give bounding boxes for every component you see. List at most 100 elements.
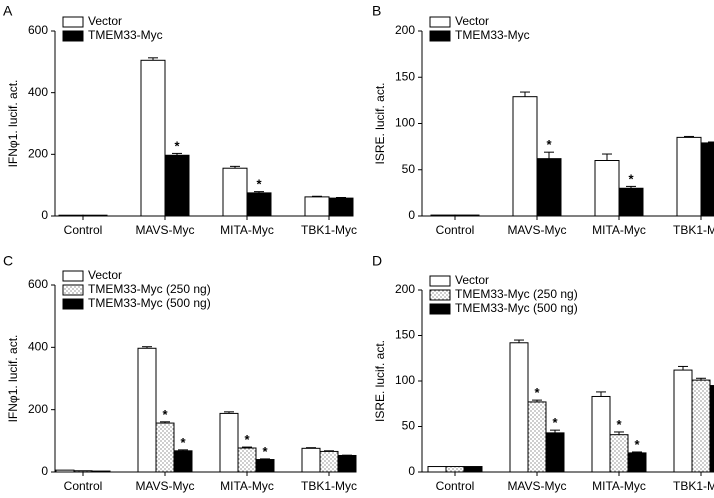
x-tick-label: MITA-Myc [592,479,646,493]
bar-white [222,167,248,217]
y-tick-label: 0 [408,208,415,222]
significance-star: * [174,138,180,153]
legend-label: TMEM33-Myc (250 ng) [88,282,211,296]
y-tick-label: 150 [395,69,415,83]
legend-label: Vector [455,273,489,287]
chart-panel-d: D 0 50 100 150 200 ISRE. lucif. act. Control MAV… [372,253,714,493]
bar-black [463,466,483,473]
legend-swatch [429,16,451,28]
bar-white [673,369,693,473]
panel-letter: B [372,3,381,19]
bar-black [246,192,272,217]
chart-panel-a: A 0 200 400 600 IFNφ1. lucif. act. Control MAVS… [3,3,357,237]
significance-star: * [628,171,634,186]
legend-label: TMEM33-Myc (500 ng) [455,301,578,315]
y-tick-label: 400 [28,340,48,354]
bar-dotted [527,401,547,473]
x-tick-label: TBK1-Myc [301,479,357,493]
y-tick-label: 600 [28,23,48,37]
bar-black [545,432,565,473]
y-tick-label: 50 [402,162,416,176]
y-tick-label: 600 [28,277,48,291]
x-tick-label: TBK1-Myc [673,479,714,493]
legend-label: Vector [455,14,489,28]
y-tick-label: 0 [408,464,415,478]
significance-star: * [256,177,262,192]
bar-white [219,412,239,473]
bar-black [91,470,111,473]
legend-swatch [429,30,451,42]
y-axis-title: ISRE. lucif. act. [373,82,387,164]
bar-black [536,158,562,217]
bar-dotted [691,379,711,473]
x-tick-label: Control [436,223,475,237]
significance-star: * [162,407,168,422]
panel-letter: C [3,253,13,269]
x-tick-label: MAVS-Myc [507,479,566,493]
bar-dotted [237,447,257,473]
bar-dotted [319,450,339,473]
significance-star: * [634,437,640,452]
bar-black [337,454,357,473]
significance-star: * [244,432,250,447]
panel-letter: A [3,3,13,19]
x-tick-label: MITA-Myc [592,223,646,237]
significance-star: * [546,137,552,152]
y-axis-title: IFNφ1. lucif. act. [6,80,20,168]
bar-dotted [445,466,465,473]
bar-white [594,160,620,217]
bar-black [700,142,714,217]
x-tick-label: MAVS-Myc [135,223,194,237]
y-tick-label: 50 [402,419,416,433]
legend-swatch [62,270,84,282]
bar-black [173,450,193,473]
bar-dotted [73,470,93,473]
significance-star: * [180,435,186,450]
bar-dotted [155,422,175,473]
x-tick-label: TBK1-Myc [301,223,357,237]
legend-label: TMEM33-Myc [88,28,163,42]
x-tick-label: MAVS-Myc [507,223,566,237]
bar-black [709,385,714,473]
bar-white [676,136,702,217]
significance-star: * [262,444,268,459]
y-tick-label: 200 [28,147,48,161]
bar-black [618,187,644,217]
legend-label: TMEM33-Myc [455,28,530,42]
x-tick-label: Control [64,223,103,237]
bar-white [512,96,538,217]
y-tick-label: 100 [395,373,415,387]
bar-black [255,459,275,473]
legend-swatch [429,289,451,301]
significance-star: * [552,415,558,430]
chart-panel-c: C 0 200 400 600 IFNφ1. lucif. act. Control MAVS… [3,253,357,493]
bar-white [137,347,157,473]
x-tick-label: MITA-Myc [220,479,274,493]
y-tick-label: 400 [28,85,48,99]
legend-label: TMEM33-Myc (250 ng) [455,287,578,301]
legend-label: Vector [88,14,122,28]
legend-label: Vector [88,268,122,282]
y-axis-title: IFNφ1. lucif. act. [6,335,20,423]
bar-black [328,197,354,217]
bar-white [509,342,529,473]
legend-swatch [429,303,451,315]
legend-swatch [429,275,451,287]
y-tick-label: 200 [395,23,415,37]
legend-swatch [62,16,84,28]
x-tick-label: MITA-Myc [220,223,274,237]
bar-black [164,154,190,217]
bar-white [304,196,330,217]
legend-swatch [62,284,84,296]
y-tick-label: 100 [395,116,415,130]
x-tick-label: TBK1-Myc [673,223,714,237]
y-tick-label: 150 [395,328,415,342]
panel-letter: D [372,253,382,269]
bar-white [58,214,84,217]
bar-white [55,469,75,473]
bar-black [454,214,480,217]
legend-label: TMEM33-Myc (500 ng) [88,296,211,310]
significance-star: * [616,417,622,432]
bar-black [82,214,108,217]
